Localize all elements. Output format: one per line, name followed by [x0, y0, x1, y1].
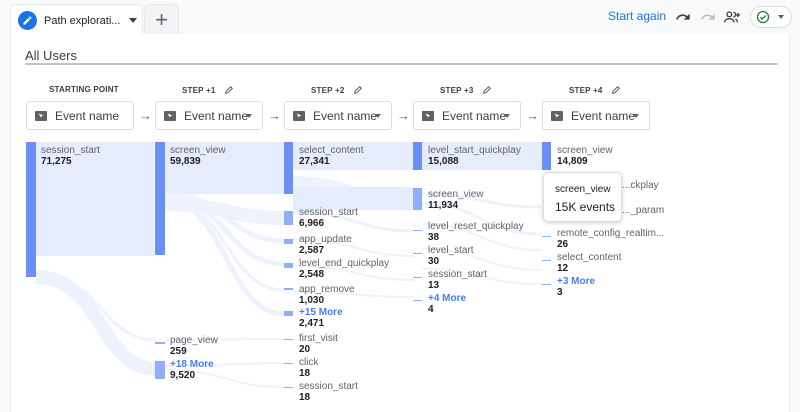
cursor-click-icon: [35, 110, 47, 121]
redo-icon[interactable]: [699, 8, 717, 26]
arrow-right-icon: →: [139, 108, 152, 123]
flow-band: [293, 142, 413, 170]
node-bar-app-remove[interactable]: [284, 288, 293, 290]
chevron-down-icon: [375, 114, 381, 118]
node-bar-session-start[interactable]: [413, 277, 422, 278]
arrow-right-icon: →: [268, 108, 281, 123]
add-tab-button[interactable]: +: [144, 4, 179, 34]
node-bar-first-visit[interactable]: [284, 339, 293, 340]
node-tooltip: screen_view 15K events: [543, 172, 622, 222]
step-header-start: STARTING POINT: [49, 85, 119, 94]
more-link[interactable]: +15 More: [299, 307, 343, 318]
exploration-canvas: All Users STARTING POINT STEP +1 STEP +2…: [10, 34, 790, 412]
node-bar-session-start[interactable]: [284, 211, 293, 225]
node-bar-app-update[interactable]: [284, 239, 293, 244]
node-bar-select-content[interactable]: [542, 260, 551, 261]
node-bar-session-start[interactable]: [284, 387, 293, 388]
start-again-button[interactable]: Start again: [608, 9, 667, 23]
tooltip-value: 15K events: [555, 200, 616, 214]
arrow-right-icon: →: [526, 108, 539, 123]
chevron-down-icon: [246, 114, 252, 118]
chevron-down-icon: [778, 15, 784, 19]
more-link[interactable]: +3 More: [557, 276, 596, 287]
cursor-click-icon: [551, 110, 563, 121]
node-bar-level-start[interactable]: [413, 253, 422, 254]
node-bar-screen-view[interactable]: [542, 142, 551, 170]
tooltip-title: screen_view: [555, 184, 611, 195]
flow-band: [35, 142, 154, 256]
node-bar-level-end-quickplay[interactable]: [284, 263, 293, 268]
step1-selector[interactable]: Event name: [155, 101, 263, 130]
undo-icon[interactable]: [674, 8, 692, 26]
divider: [25, 63, 778, 65]
segment-title: All Users: [25, 48, 78, 63]
more-link[interactable]: +4 More: [428, 293, 467, 304]
step4-selector[interactable]: Event name: [542, 101, 650, 130]
check-circle-icon: [756, 10, 770, 24]
node-bar-select-content[interactable]: [284, 142, 293, 194]
cursor-click-icon: [164, 110, 176, 121]
node-bar-screen-view[interactable]: [413, 188, 422, 210]
step-header-4: STEP +4: [569, 85, 621, 95]
chevron-down-icon: [504, 114, 510, 118]
step3-selector[interactable]: Event name: [413, 101, 521, 130]
step-header-3: STEP +3: [440, 85, 492, 95]
flow-band: [422, 142, 542, 170]
exploration-tab[interactable]: Path explorati...: [10, 4, 143, 36]
node-bar-more[interactable]: [155, 361, 165, 379]
step-header-1: STEP +1: [182, 85, 234, 95]
pencil-icon: [18, 11, 37, 30]
share-users-icon[interactable]: [723, 8, 741, 26]
more-link[interactable]: +18 More: [170, 359, 214, 370]
tab-label: Path explorati...: [44, 14, 121, 27]
chevron-down-icon[interactable]: [129, 18, 138, 23]
step2-selector[interactable]: Event name: [284, 101, 392, 130]
edit-pencil-icon[interactable]: [224, 85, 234, 95]
edit-pencil-icon[interactable]: [353, 85, 363, 95]
node-bar-more[interactable]: [413, 300, 422, 301]
edit-pencil-icon[interactable]: [611, 85, 621, 95]
flow-band: [293, 187, 413, 210]
node-bar-screen-view[interactable]: [155, 142, 165, 255]
node-bar-level-reset-quickplay[interactable]: [413, 230, 422, 231]
node-bar-page-view[interactable]: [155, 342, 165, 344]
node-bar-click[interactable]: [284, 363, 293, 364]
arrow-right-icon: →: [397, 108, 410, 123]
node-bar-level-start-quickplay[interactable]: [413, 142, 422, 170]
status-dropdown[interactable]: [750, 6, 792, 28]
step-header-2: STEP +2: [311, 85, 363, 95]
cursor-click-icon: [422, 110, 434, 121]
node-bar-more[interactable]: [542, 284, 551, 285]
starting-point-selector[interactable]: Event name: [26, 101, 134, 130]
edit-pencil-icon[interactable]: [482, 85, 492, 95]
node-bar-session-start[interactable]: [26, 142, 36, 277]
chevron-down-icon: [633, 114, 639, 118]
cursor-click-icon: [293, 110, 305, 121]
flow-band: [164, 142, 284, 194]
node-bar-more[interactable]: [284, 311, 293, 316]
node-bar-remote-config[interactable]: [542, 236, 551, 237]
